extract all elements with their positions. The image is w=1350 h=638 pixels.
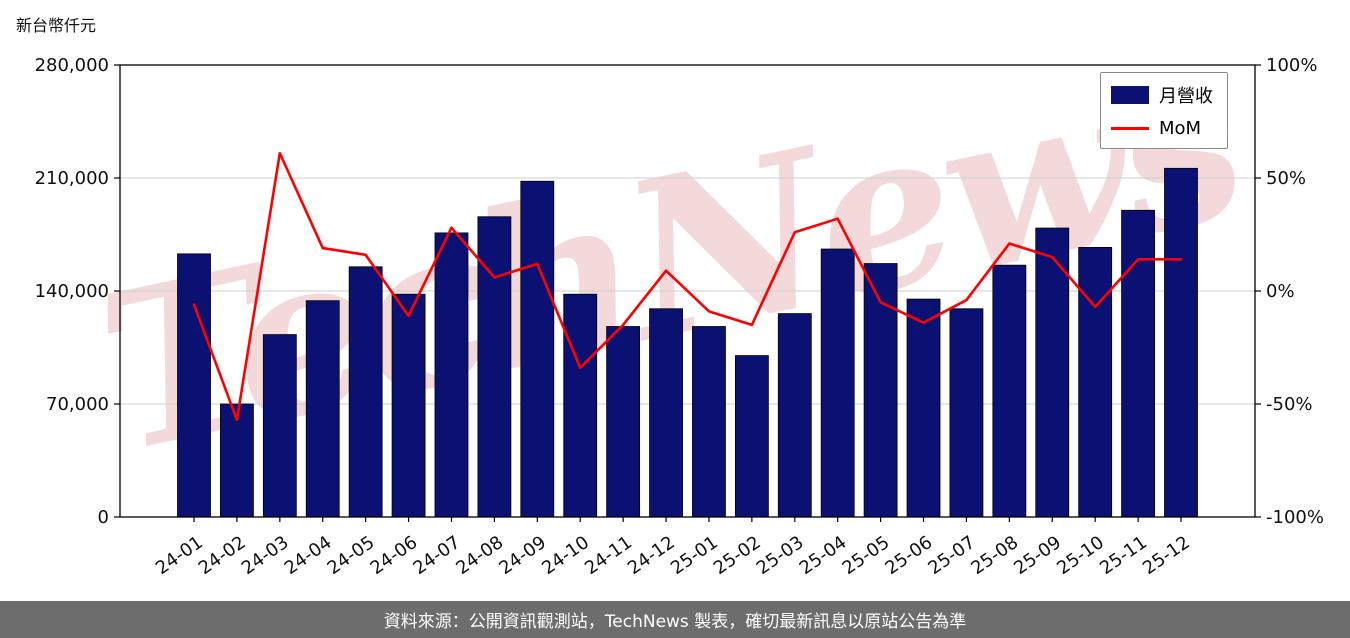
bar-25-02 [734,355,769,518]
x-tick-label-24-04: 24-04 [281,532,336,579]
legend: 月營收 MoM [1100,72,1228,149]
bar-24-12 [649,308,683,518]
bar-25-05 [863,263,898,518]
x-tick-label-25-08: 25-08 [967,532,1022,579]
x-tick-label-25-05: 25-05 [839,532,894,579]
revenue-mom-chart: 0 70,000 140,000 210,000 280,000 -100% -50% 0% 5… [35,55,1324,579]
bar-24-10 [563,293,598,518]
bar-25-07 [949,308,984,518]
bar-24-06 [391,293,426,518]
legend-line-swatch [1111,127,1149,130]
legend-entry-revenue: 月營收 [1111,82,1213,108]
y-left-tick-label: 280,000 [35,55,109,76]
y-left-tick-label: 0 [98,507,109,528]
y-left-tick-label: 140,000 [35,281,109,302]
x-tick-label-25-12: 25-12 [1139,532,1194,579]
y-right-tick-label: 0% [1266,281,1295,302]
x-tick-label-24-10: 24-10 [538,532,593,579]
x-tick-label-24-09: 24-09 [495,532,550,579]
x-tick-label-24-07: 24-07 [409,532,464,579]
bar-25-11 [1121,209,1155,518]
x-tick-label-24-08: 24-08 [452,532,507,579]
y-right-tick-label: -50% [1266,394,1313,415]
y-right-tick-label: 100% [1266,55,1317,76]
bar-24-04 [305,300,340,518]
y-left-tick-label: 70,000 [46,394,109,415]
source-footer-text: 資料來源：公開資訊觀測站，TechNews 製表，確切最新訊息以原站公告為準 [383,612,967,632]
bar-24-01 [177,253,211,518]
x-tick-label-25-01: 25-01 [667,532,722,579]
bar-25-12 [1164,167,1198,518]
bar-25-06 [906,298,941,518]
x-tick-label-24-11: 24-11 [581,532,636,579]
bar-25-08 [992,264,1027,518]
x-tick-label-24-05: 24-05 [324,532,379,579]
legend-entry-mom: MoM [1111,118,1213,139]
bar-24-05 [348,266,383,518]
x-tick-label-24-12: 24-12 [624,532,679,579]
x-tick-label-24-01: 24-01 [152,532,207,579]
y-right-tick-label: -100% [1266,507,1324,528]
legend-label-mom: MoM [1159,118,1202,139]
bar-25-10 [1078,247,1113,518]
bar-24-02 [220,403,254,518]
x-tick-label-25-06: 25-06 [881,532,936,579]
x-tick-label-24-03: 24-03 [238,532,293,579]
bar-24-09 [520,180,555,518]
bar-25-04 [820,248,855,518]
x-tick-label-25-11: 25-11 [1096,532,1151,579]
x-tick-label-24-06: 24-06 [367,532,422,579]
x-tick-label-25-07: 25-07 [924,532,979,579]
bar-24-08 [477,216,512,518]
x-tick-label-24-02: 24-02 [195,532,250,579]
legend-bar-swatch [1111,86,1149,104]
bar-24-03 [262,334,297,518]
y-right-tick-label: 50% [1266,168,1306,189]
mom-line [192,151,1183,422]
x-tick-label-25-04: 25-04 [796,532,851,579]
legend-label-revenue: 月營收 [1159,86,1213,107]
source-footer: 資料來源：公開資訊觀測站，TechNews 製表，確切最新訊息以原站公告為準 [0,601,1350,638]
y-axis-unit-label: 新台幣仟元 [16,16,97,35]
y-left-tick-label: 210,000 [35,168,109,189]
bar-25-03 [777,313,812,518]
x-tick-label-25-10: 25-10 [1053,532,1108,579]
x-tick-label-25-09: 25-09 [1010,532,1065,579]
x-tick-label-25-03: 25-03 [753,532,808,579]
bar-25-09 [1035,227,1070,518]
x-tick-label-25-02: 25-02 [710,532,765,579]
bar-24-11 [606,326,641,518]
bar-25-01 [692,326,726,518]
bar-24-07 [434,232,469,518]
